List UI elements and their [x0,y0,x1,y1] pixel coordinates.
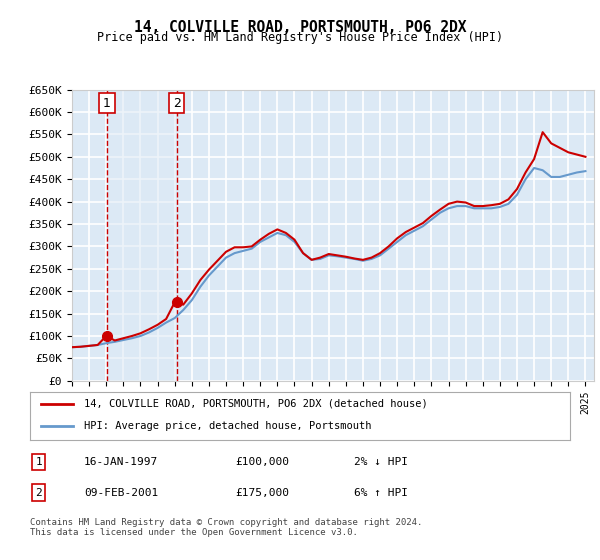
Text: 2: 2 [35,488,42,498]
Text: Contains HM Land Registry data © Crown copyright and database right 2024.
This d: Contains HM Land Registry data © Crown c… [30,518,422,538]
Text: £100,000: £100,000 [235,457,289,467]
Text: 09-FEB-2001: 09-FEB-2001 [84,488,158,498]
Text: 1: 1 [35,457,42,467]
Text: £175,000: £175,000 [235,488,289,498]
Text: 16-JAN-1997: 16-JAN-1997 [84,457,158,467]
Text: HPI: Average price, detached house, Portsmouth: HPI: Average price, detached house, Port… [84,421,371,431]
Text: 14, COLVILLE ROAD, PORTSMOUTH, PO6 2DX: 14, COLVILLE ROAD, PORTSMOUTH, PO6 2DX [134,20,466,35]
Text: 2: 2 [173,96,181,110]
Text: 1: 1 [103,96,111,110]
Bar [107,90,176,381]
Text: Price paid vs. HM Land Registry's House Price Index (HPI): Price paid vs. HM Land Registry's House … [97,31,503,44]
Text: 14, COLVILLE ROAD, PORTSMOUTH, PO6 2DX (detached house): 14, COLVILLE ROAD, PORTSMOUTH, PO6 2DX (… [84,399,428,409]
Text: 6% ↑ HPI: 6% ↑ HPI [354,488,408,498]
Text: 2% ↓ HPI: 2% ↓ HPI [354,457,408,467]
